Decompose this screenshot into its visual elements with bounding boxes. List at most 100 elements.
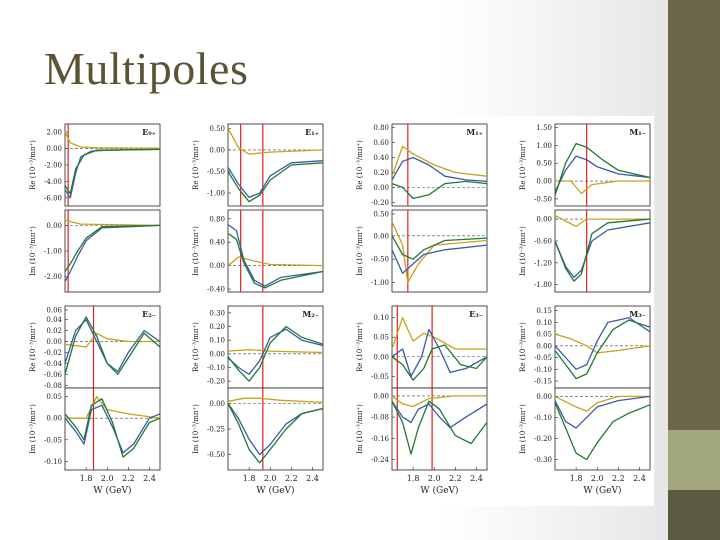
y-tick-label: 0.20: [373, 169, 389, 177]
blue-series-line: [554, 222, 651, 279]
x-tick-label: 2.0: [591, 474, 604, 483]
yellow-series-line: [554, 333, 651, 354]
y-tick-label: -2.00: [44, 162, 62, 170]
y-tick-label: 0.05: [536, 331, 552, 339]
accent-bar-bottom: [668, 490, 720, 540]
yellow-series-line: [554, 214, 650, 228]
green-series-line: [64, 316, 161, 375]
y-tick-label: -2.00: [44, 273, 62, 281]
y-tick-label: -0.05: [534, 354, 552, 362]
y-tick-label: 0.00: [536, 216, 552, 224]
panel-frame: [554, 123, 651, 207]
y-axis-label: Im (10⁻³/mπ⁺): [356, 404, 364, 454]
y-tick-label: 1.00: [536, 142, 552, 150]
panel-frame: [227, 123, 324, 207]
x-tick-label: 2.2: [122, 474, 135, 483]
y-tick-label: 2.00: [46, 129, 62, 137]
y-tick-label: 0.00: [209, 400, 225, 408]
accent-bar-top: [668, 0, 720, 430]
y-tick-label: 0.06: [46, 307, 62, 315]
blue-series-line: [391, 400, 488, 429]
accent-bar-highlight: [668, 430, 720, 490]
green-series-line: [64, 148, 161, 195]
panel-label: M₁₊: [466, 127, 483, 137]
y-tick-label: -0.02: [44, 349, 62, 357]
y-tick-label: -0.50: [207, 168, 225, 176]
yellow-series-line: [64, 332, 160, 348]
y-tick-label: -0.30: [534, 456, 552, 464]
y-tick-label: -0.60: [534, 237, 552, 245]
green-series-line: [391, 400, 488, 455]
yellow-series-line: [555, 180, 650, 195]
green-series-line: [227, 162, 324, 203]
y-tick-label: 0.80: [373, 124, 389, 132]
y-axis-label: Re (10⁻³/mπ⁺): [29, 140, 37, 190]
y-tick-label: -1.00: [207, 190, 225, 198]
y-tick-label: -0.08: [371, 414, 389, 422]
y-tick-label: 0.04: [46, 316, 62, 324]
y-tick-label: -1.20: [534, 259, 552, 267]
x-tick-label: 2.4: [633, 474, 646, 483]
blue-series-line: [227, 224, 324, 287]
y-tick-label: 0.15: [536, 307, 552, 315]
y-tick-label: 0.00: [46, 338, 62, 346]
panel-frame: [64, 387, 161, 471]
green-series-line: [64, 224, 161, 272]
y-tick-label: 0.00: [373, 392, 389, 400]
x-tick-label: 2.2: [285, 474, 298, 483]
y-tick-label: -1.00: [371, 279, 389, 287]
panel-label: M₁₋: [629, 127, 646, 137]
green-series-line: [227, 403, 324, 464]
y-tick-label: -0.10: [44, 458, 62, 466]
y-tick-label: -1.80: [534, 281, 552, 289]
yellow-series-line: [227, 256, 324, 267]
green-series-line: [64, 398, 161, 458]
green-series-line: [391, 180, 488, 200]
panel-frame: [227, 305, 324, 389]
y-tick-label: 0.50: [536, 160, 552, 168]
yellow-series-line: [65, 395, 161, 419]
y-tick-label: 0.05: [46, 393, 62, 401]
x-tick-label: 1.8: [243, 474, 256, 483]
y-tick-label: -0.05: [371, 373, 389, 381]
y-tick-label: 0.60: [373, 139, 389, 147]
y-axis-label: Im (10⁻³/mπ⁺): [356, 226, 364, 276]
panel-label: E₃₋: [469, 309, 483, 319]
blue-series-line: [391, 244, 488, 274]
y-tick-label: 0.00: [209, 146, 225, 154]
y-tick-label: 0.10: [536, 319, 552, 327]
x-tick-label: 2.2: [612, 474, 625, 483]
panel-label: E₁₊: [305, 127, 319, 137]
yellow-series-line: [227, 127, 324, 155]
green-series-line: [227, 325, 324, 382]
y-tick-label: 0.00: [46, 222, 62, 230]
panel-label: M₂₋: [302, 309, 319, 319]
panel-label: E₂₋: [142, 309, 156, 319]
x-tick-label: 2.4: [470, 474, 483, 483]
blue-series-line: [64, 224, 161, 283]
blue-series-line: [227, 160, 324, 199]
x-tick-label: 2.0: [101, 474, 114, 483]
x-axis-label: W (GeV): [93, 485, 131, 496]
y-tick-label: 0.30: [209, 309, 225, 317]
y-tick-label: -0.05: [44, 436, 62, 444]
x-tick-label: 1.8: [407, 474, 420, 483]
blue-series-line: [64, 404, 161, 454]
y-tick-label: 0.00: [209, 350, 225, 358]
panel-frame: [554, 387, 651, 471]
blue-series-line: [391, 156, 488, 183]
blue-series-line: [554, 155, 651, 192]
yellow-series-line: [227, 349, 324, 354]
y-tick-label: -0.40: [207, 286, 225, 294]
y-tick-label: -0.20: [534, 435, 552, 443]
y-axis-label: Im (10⁻³/mπ⁺): [519, 404, 527, 454]
green-series-line: [554, 218, 651, 282]
yellow-series-line: [227, 397, 324, 404]
slide-title: Multipoles: [44, 43, 249, 94]
y-tick-label: -0.04: [44, 360, 62, 368]
y-tick-label: -0.16: [371, 435, 389, 443]
y-tick-label: 0.80: [209, 215, 225, 223]
x-tick-label: 2.2: [449, 474, 462, 483]
green-series-line: [391, 344, 488, 381]
y-tick-label: 0.02: [46, 327, 62, 335]
